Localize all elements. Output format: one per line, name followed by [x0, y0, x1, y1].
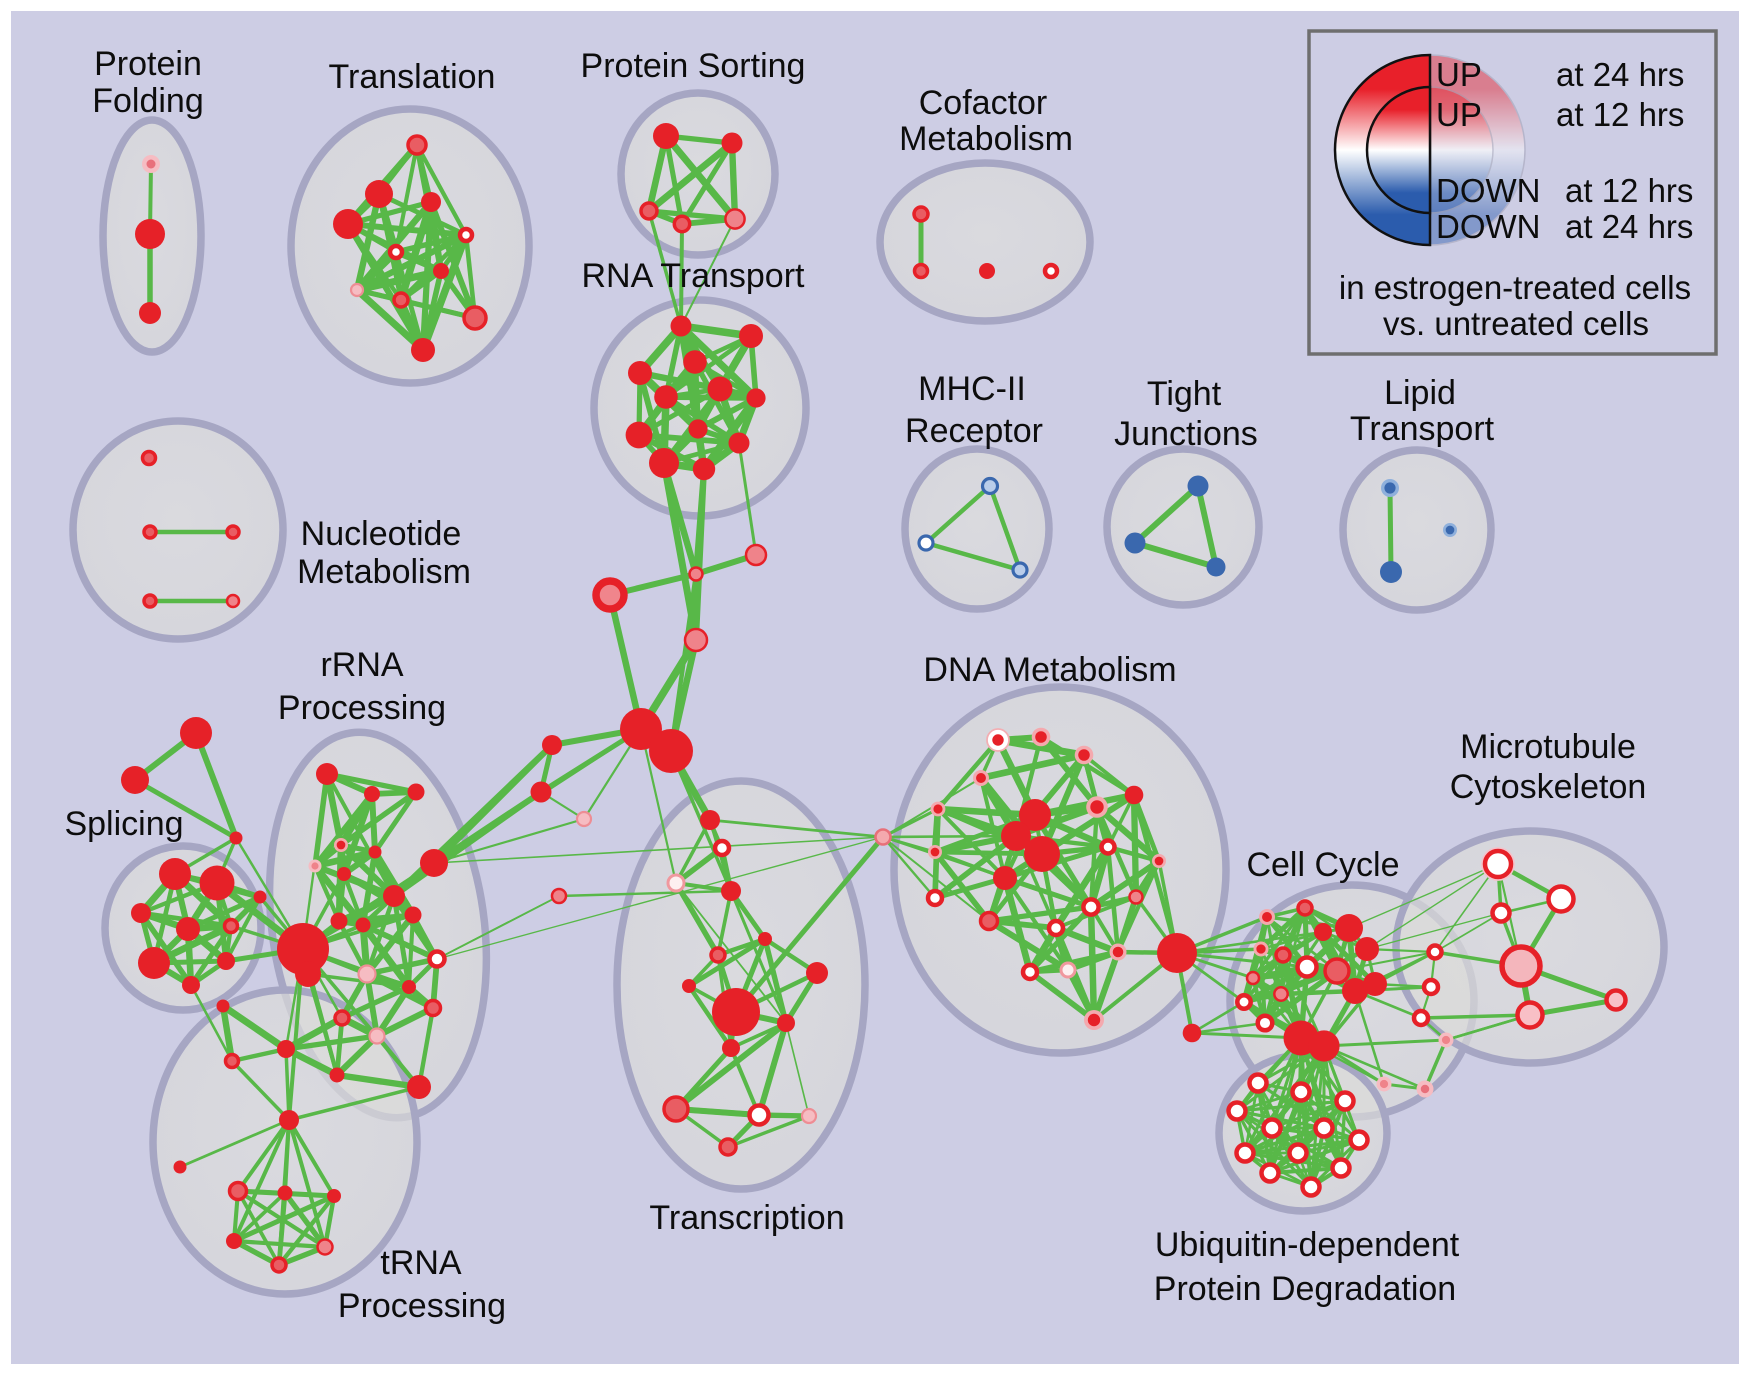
svg-text:Lipid: Lipid: [1384, 374, 1456, 412]
svg-text:at 12 hrs: at 12 hrs: [1565, 172, 1693, 209]
svg-text:Transcription: Transcription: [649, 1199, 844, 1237]
svg-text:Processing: Processing: [338, 1287, 506, 1325]
svg-text:Metabolism: Metabolism: [899, 120, 1073, 158]
svg-text:Junctions: Junctions: [1114, 415, 1258, 453]
svg-text:Splicing: Splicing: [64, 805, 183, 843]
svg-text:Tight: Tight: [1147, 375, 1222, 413]
svg-text:in estrogen-treated cells: in estrogen-treated cells: [1339, 269, 1691, 306]
svg-text:UP: UP: [1436, 56, 1482, 93]
svg-text:Transport: Transport: [1350, 410, 1495, 448]
svg-text:Protein Sorting: Protein Sorting: [581, 47, 806, 85]
svg-text:vs. untreated cells: vs. untreated cells: [1383, 305, 1649, 342]
svg-text:Microtubule: Microtubule: [1460, 728, 1636, 766]
svg-text:UP: UP: [1436, 96, 1482, 133]
svg-text:Cell Cycle: Cell Cycle: [1246, 846, 1399, 884]
svg-text:Ubiquitin-dependent: Ubiquitin-dependent: [1155, 1226, 1460, 1264]
svg-text:Cofactor: Cofactor: [919, 84, 1048, 122]
svg-text:Folding: Folding: [92, 82, 204, 120]
svg-text:tRNA: tRNA: [380, 1244, 462, 1282]
svg-text:Translation: Translation: [329, 58, 496, 96]
svg-text:Receptor: Receptor: [905, 412, 1043, 450]
svg-text:at 24 hrs: at 24 hrs: [1565, 208, 1693, 245]
svg-text:DOWN: DOWN: [1436, 172, 1540, 209]
svg-text:Protein: Protein: [94, 45, 202, 83]
svg-text:Cytoskeleton: Cytoskeleton: [1450, 768, 1647, 806]
svg-text:Nucleotide: Nucleotide: [301, 515, 462, 553]
svg-text:rRNA: rRNA: [320, 646, 403, 684]
svg-text:DOWN: DOWN: [1436, 208, 1540, 245]
svg-text:Processing: Processing: [278, 689, 446, 727]
svg-text:at 12 hrs: at 12 hrs: [1556, 96, 1684, 133]
svg-text:MHC-II: MHC-II: [918, 370, 1026, 408]
svg-text:Metabolism: Metabolism: [297, 553, 471, 591]
svg-text:RNA Transport: RNA Transport: [582, 257, 806, 295]
svg-text:DNA Metabolism: DNA Metabolism: [923, 651, 1176, 689]
svg-text:Protein Degradation: Protein Degradation: [1154, 1270, 1456, 1308]
svg-text:at 24 hrs: at 24 hrs: [1556, 56, 1684, 93]
